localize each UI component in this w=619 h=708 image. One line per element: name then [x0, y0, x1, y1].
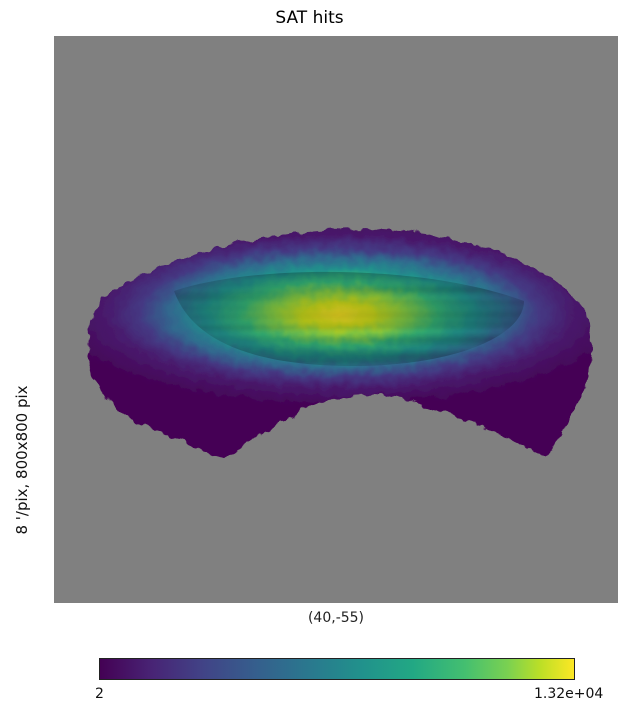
resolution-label: 8 '/pix, 800x800 pix — [13, 385, 31, 535]
center-coordinate-label: (40,-55) — [307, 610, 365, 626]
hit-map — [54, 36, 618, 603]
plot-title: SAT hits — [275, 8, 344, 28]
colorbar-min-label: 2 — [95, 686, 104, 702]
resolution-label-container: 8 '/pix, 800x800 pix — [2, 320, 42, 600]
colorbar — [99, 658, 575, 680]
colorbar-max-label: 1.32e+04 — [534, 686, 604, 702]
hit-region-streaks — [174, 271, 524, 366]
hit-map-svg — [87, 229, 591, 458]
